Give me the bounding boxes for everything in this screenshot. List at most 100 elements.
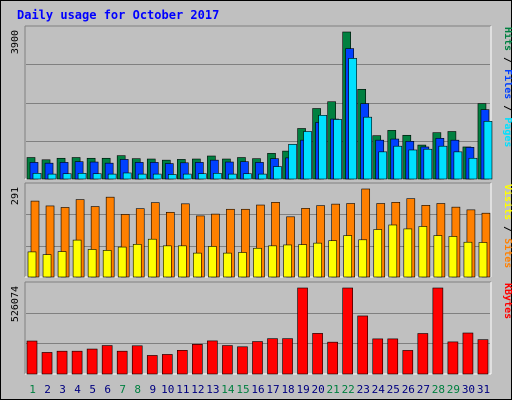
- kbytes-bar: [146, 355, 158, 375]
- panel-3-legend-label: KBytes: [502, 283, 512, 319]
- visits-bar: [193, 252, 202, 278]
- kbytes-bar: [131, 345, 143, 375]
- kbytes-bar: [342, 287, 353, 375]
- kbytes-bar: [116, 350, 128, 375]
- pages-bar: [32, 173, 42, 180]
- kbytes-bar: [207, 340, 218, 375]
- visits-bar: [388, 224, 398, 278]
- pages-bar: [393, 145, 403, 180]
- kbytes-bar: [432, 287, 444, 375]
- visits-bar: [87, 249, 97, 278]
- kbytes-bar: [71, 350, 83, 375]
- visits-bar: [253, 247, 262, 278]
- visits-bar: [102, 250, 112, 278]
- day-label: 2: [44, 383, 51, 396]
- pages-bar: [483, 121, 493, 180]
- kbytes-bar: [101, 345, 113, 375]
- legend-hits-label: Hits: [502, 27, 512, 51]
- day-label: 26: [402, 383, 415, 396]
- pages-bar: [198, 173, 207, 180]
- day-label: 21: [327, 383, 340, 396]
- legend--label: /: [502, 220, 512, 238]
- pages-bar: [288, 144, 297, 180]
- pages-bar: [228, 173, 237, 180]
- visits-bar: [283, 244, 292, 278]
- pages-bar: [183, 173, 192, 180]
- day-label: 28: [432, 383, 445, 396]
- kbytes-bar: [161, 354, 173, 375]
- visits-bar: [358, 239, 368, 278]
- day-label: 29: [447, 383, 460, 396]
- legend-kbytes-label: KBytes: [502, 283, 512, 319]
- visits-bar: [27, 251, 37, 278]
- kbytes-bar: [417, 333, 429, 375]
- visits-bar: [72, 239, 82, 278]
- legend-sites-label: Sites: [502, 238, 512, 268]
- day-label: 30: [462, 383, 475, 396]
- pages-bar: [408, 149, 418, 180]
- day-label: 18: [281, 383, 294, 396]
- day-label: 5: [89, 383, 96, 396]
- day-label: 24: [372, 383, 386, 396]
- pages-bar: [137, 173, 147, 180]
- pages-bar: [107, 173, 117, 180]
- day-label: 23: [357, 383, 370, 396]
- day-label: 1: [29, 383, 36, 396]
- day-label: 31: [477, 383, 490, 396]
- visits-bar: [463, 241, 473, 278]
- visits-bar: [373, 229, 383, 278]
- day-label: 8: [134, 383, 141, 396]
- legend--label: /: [502, 99, 512, 117]
- visits-bar: [223, 252, 232, 278]
- visits-bar: [328, 240, 337, 278]
- kbytes-bar: [41, 352, 53, 375]
- day-label: 25: [387, 383, 400, 396]
- pages-bar: [167, 174, 177, 180]
- visits-bar: [178, 245, 187, 278]
- pages-bar: [62, 173, 72, 180]
- pages-bar: [77, 173, 87, 180]
- day-label: 4: [74, 383, 81, 396]
- day-label: 17: [266, 383, 279, 396]
- day-label: 14: [221, 383, 235, 396]
- pages-bar: [258, 173, 267, 180]
- visits-bar: [132, 244, 142, 278]
- legend-pages-label: Pages: [502, 117, 512, 147]
- visits-bar: [313, 242, 322, 278]
- day-label: 15: [236, 383, 249, 396]
- pages-bar: [423, 148, 433, 180]
- kbytes-bar: [387, 338, 399, 375]
- visits-bar: [418, 226, 428, 278]
- day-label: 6: [104, 383, 111, 396]
- kbytes-bar: [192, 343, 203, 375]
- pages-bar: [333, 119, 342, 180]
- visits-bar: [162, 245, 172, 278]
- kbytes-bar: [462, 332, 474, 375]
- day-label: 3: [59, 383, 66, 396]
- kbytes-bar: [26, 340, 38, 375]
- pages-bar: [468, 157, 478, 180]
- legend--label: /: [502, 51, 512, 69]
- visits-bar: [147, 238, 157, 278]
- legend-files-label: Files: [502, 69, 512, 99]
- day-label: 22: [342, 383, 355, 396]
- kbytes-bar: [357, 315, 369, 375]
- kbytes-bar: [297, 287, 308, 375]
- pages-bar: [453, 151, 463, 180]
- kbytes-bar: [372, 338, 384, 375]
- kbytes-bar: [86, 348, 98, 375]
- pages-bar: [318, 115, 327, 180]
- day-label: 16: [251, 383, 264, 396]
- kbytes-bar: [282, 338, 293, 375]
- kbytes-bar: [56, 350, 68, 375]
- panel-1-ymax-label: 3900: [10, 30, 21, 54]
- kbytes-bar: [252, 341, 263, 375]
- pages-bar: [378, 151, 388, 180]
- day-label: 20: [312, 383, 325, 396]
- visits-bar: [448, 236, 458, 278]
- visits-bar: [42, 254, 52, 278]
- visits-bar: [117, 246, 127, 278]
- day-label: 12: [191, 383, 204, 396]
